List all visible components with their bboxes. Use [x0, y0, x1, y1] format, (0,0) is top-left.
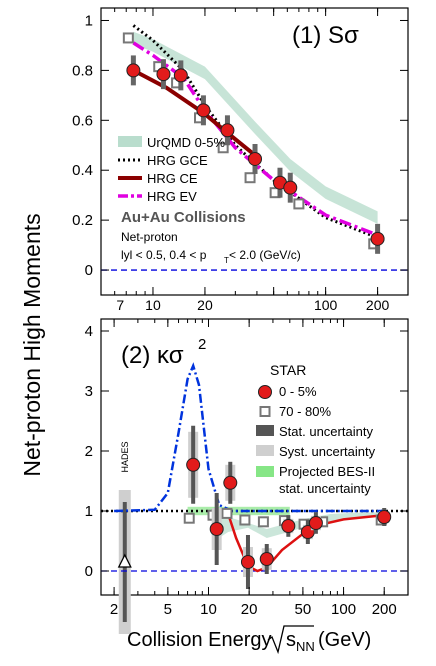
central-point — [370, 231, 385, 246]
y-tick-label-2: 2 — [85, 443, 93, 460]
x-tick-label-1: 20 — [197, 297, 213, 313]
panel-kappa-sigma2: HADES 0 1 2 3 4 2 5 10 20 50 100 200 (2) κσ 2 STAR 0 - 5… — [85, 318, 409, 634]
peripheral-point — [293, 198, 305, 210]
x-tick-label-2: 100 — [331, 601, 356, 618]
x-tick-label-2: 20 — [241, 601, 258, 618]
bes2-projection-band — [187, 506, 290, 516]
central-point — [281, 519, 296, 533]
legend-label-2: Projected BES-II — [279, 464, 375, 479]
legend-swatch-bes2 — [256, 466, 274, 477]
xlabel-suffix: (GeV) — [318, 629, 371, 651]
legend-label-2b: stat. uncertainty — [279, 481, 371, 496]
peripheral-point — [122, 32, 134, 44]
legend-label-1: HRG CE — [147, 171, 198, 186]
y-tick-label-1: 0 — [85, 262, 93, 279]
hades-label: HADES — [120, 441, 130, 472]
panel-s-sigma: 0 0.2 0.4 0.6 0.8 1 7 10 20 100 200 (1) Sσ UrQMD 0-5… — [72, 7, 409, 313]
legend-label-2: Syst. uncertainty — [279, 444, 376, 459]
sqrt-symbol — [267, 625, 314, 655]
y-tick-label-1: 1 — [85, 12, 93, 29]
y-tick-label-2: 4 — [85, 323, 93, 340]
legend-label-2: 0 - 5% — [279, 384, 317, 399]
annotation-cuts-sub: T — [224, 256, 229, 265]
x-tick-label-1: 10 — [145, 297, 161, 313]
y-tick-label-1: 0.4 — [72, 162, 93, 179]
x-tick-label-2: 2 — [110, 601, 118, 618]
central-point — [186, 457, 201, 472]
y-tick-label-2: 1 — [85, 503, 93, 520]
peripheral-point — [257, 516, 269, 528]
y-tick-label-1: 0.2 — [72, 212, 93, 229]
annotation-collisions: Au+Au Collisions — [121, 209, 246, 226]
hades-point — [117, 553, 132, 568]
urqmd-band — [133, 31, 378, 224]
legend-label-1: HRG EV — [147, 189, 197, 204]
y-tick-label-2: 3 — [85, 383, 93, 400]
x-tick-label-2: 50 — [295, 601, 312, 618]
peripheral-point — [217, 142, 229, 154]
hrg-gce-line — [132, 24, 379, 240]
legend-label-1: UrQMD 0-5% — [147, 135, 225, 150]
peripheral-point — [183, 512, 195, 524]
x-tick-label-2: 200 — [372, 601, 397, 618]
central-point — [220, 123, 235, 138]
xlabel-sqrt: s — [286, 629, 296, 651]
xlabel-sub: NN — [296, 639, 315, 654]
central-point — [173, 68, 188, 83]
central-point — [283, 180, 298, 195]
legend-swatch-peripheral — [259, 406, 271, 417]
x-tick-label-2: 10 — [200, 601, 217, 618]
plot-frame-1 — [100, 7, 409, 296]
xlabel-prefix: Collision Energy — [127, 629, 272, 651]
legend-swatch-urqmd — [118, 136, 142, 147]
legend-swatch-syst — [256, 445, 274, 456]
central-point — [377, 510, 392, 524]
panel-label-1: (1) Sσ — [292, 22, 359, 49]
central-point — [209, 522, 224, 536]
legend-label-2: Stat. uncertainty — [279, 424, 373, 439]
central-point — [240, 555, 255, 569]
plot-frame-2 — [100, 318, 409, 596]
central-point — [248, 151, 263, 166]
figure-ylabel: Net-proton High Moments — [19, 213, 45, 476]
panel-label-2: (2) κσ — [121, 342, 184, 369]
peripheral-point — [244, 172, 256, 184]
figure-xlabel: Collision Energy s NN (GeV) — [127, 625, 371, 655]
peripheral-point — [239, 514, 251, 526]
panel-label-2-sup: 2 — [198, 336, 206, 353]
y-tick-label-1: 0.6 — [72, 112, 93, 129]
y-tick-label-1: 0.8 — [72, 62, 93, 79]
x-tick-label-1: 7 — [116, 297, 124, 313]
legend-swatch-stat — [256, 425, 274, 436]
model-red-line — [227, 513, 385, 573]
model-dashdot-line — [114, 362, 385, 513]
annotation-netproton: Net-proton — [121, 230, 178, 244]
central-point — [196, 103, 211, 118]
annotation-cuts-tail: < 2.0 (GeV/c) — [229, 248, 301, 262]
legend-label-2: 70 - 80% — [279, 404, 331, 419]
x-tick-label-2: 5 — [164, 601, 172, 618]
central-point — [308, 516, 323, 530]
x-tick-label-1: 200 — [366, 297, 390, 313]
annotation-cuts: lyl < 0.5, 0.4 < p — [121, 248, 207, 262]
central-point — [126, 63, 141, 78]
central-point — [156, 67, 171, 82]
legend-label-1: HRG GCE — [147, 153, 208, 168]
central-point — [223, 475, 238, 490]
x-tick-label-1: 100 — [314, 297, 338, 313]
central-point — [259, 552, 274, 566]
y-tick-label-2: 0 — [85, 563, 93, 580]
legend-swatch-central — [258, 385, 272, 399]
legend-title-2: STAR — [270, 362, 306, 378]
peripheral-point — [221, 507, 233, 519]
